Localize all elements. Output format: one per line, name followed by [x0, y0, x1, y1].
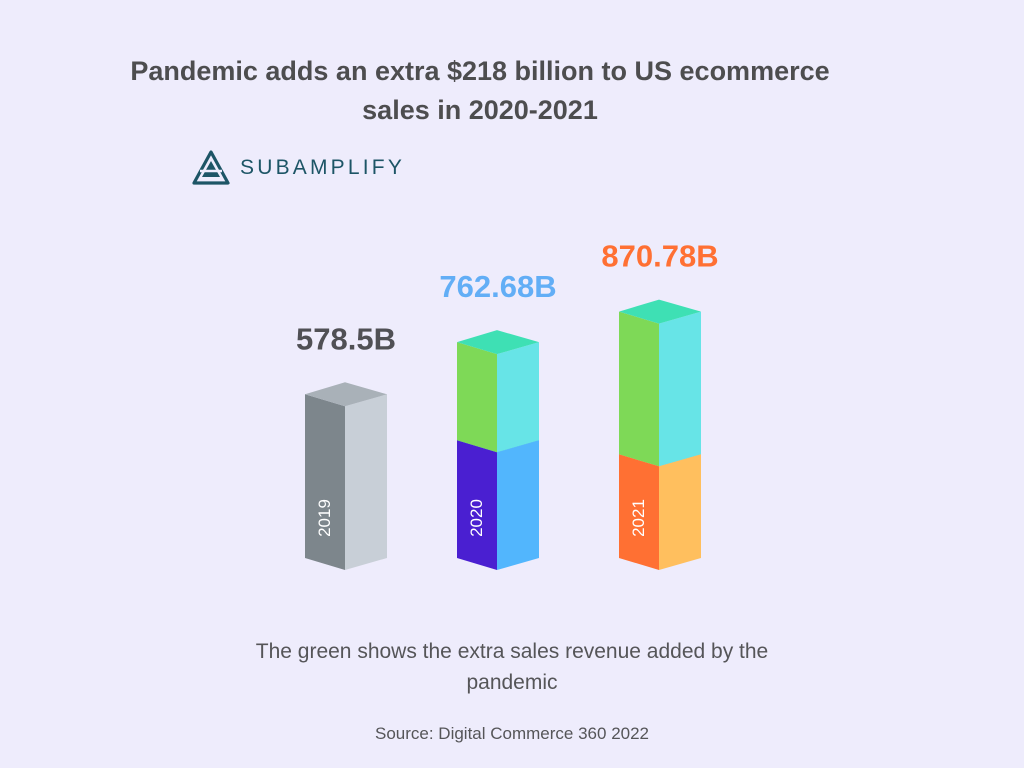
value-label-2021: 870.78B	[601, 239, 718, 274]
bar-2021-pandemic-extra-side	[659, 311, 701, 467]
bar-2019-front	[305, 394, 345, 570]
subamplify-logo-icon	[192, 150, 230, 185]
logo-wordmark: SUBAMPLIFY	[240, 156, 406, 179]
bar-2021-pandemic-extra-front	[619, 311, 659, 467]
bars-layer: 2019 578.5B 2020 762.68B 2021 870.78B	[296, 239, 719, 570]
category-label-2019: 2019	[315, 499, 334, 537]
brand-logo: SUBAMPLIFY	[192, 150, 405, 186]
category-label-2021: 2021	[629, 499, 648, 537]
bar-2020-base-front	[457, 440, 497, 570]
bar-2020-base-side	[497, 440, 539, 570]
category-label-2020: 2020	[467, 499, 486, 537]
bar-2020-pandemic-extra-top	[457, 330, 539, 355]
bar-2019-side	[345, 394, 387, 570]
value-label-2020: 762.68B	[439, 269, 556, 304]
bar-2020-pandemic-extra-side	[497, 342, 539, 453]
chart-source: Source: Digital Commerce 360 2022	[374, 724, 650, 743]
value-label-2019: 578.5B	[296, 321, 396, 356]
bar-2020-pandemic-extra-front	[457, 342, 497, 453]
bar-2021-base-front	[619, 454, 659, 570]
chart-note: The green shows the extra sales revenue …	[255, 640, 769, 694]
bar-2021-pandemic-extra-top	[619, 299, 701, 324]
chart-title: Pandemic adds an extra $218 billion to U…	[130, 56, 830, 125]
bar-2021-base-side	[659, 454, 701, 570]
bar-2019-top	[305, 382, 387, 407]
bar-chart: 2019 578.5B 2020 762.68B 2021 870.78B	[296, 239, 719, 570]
